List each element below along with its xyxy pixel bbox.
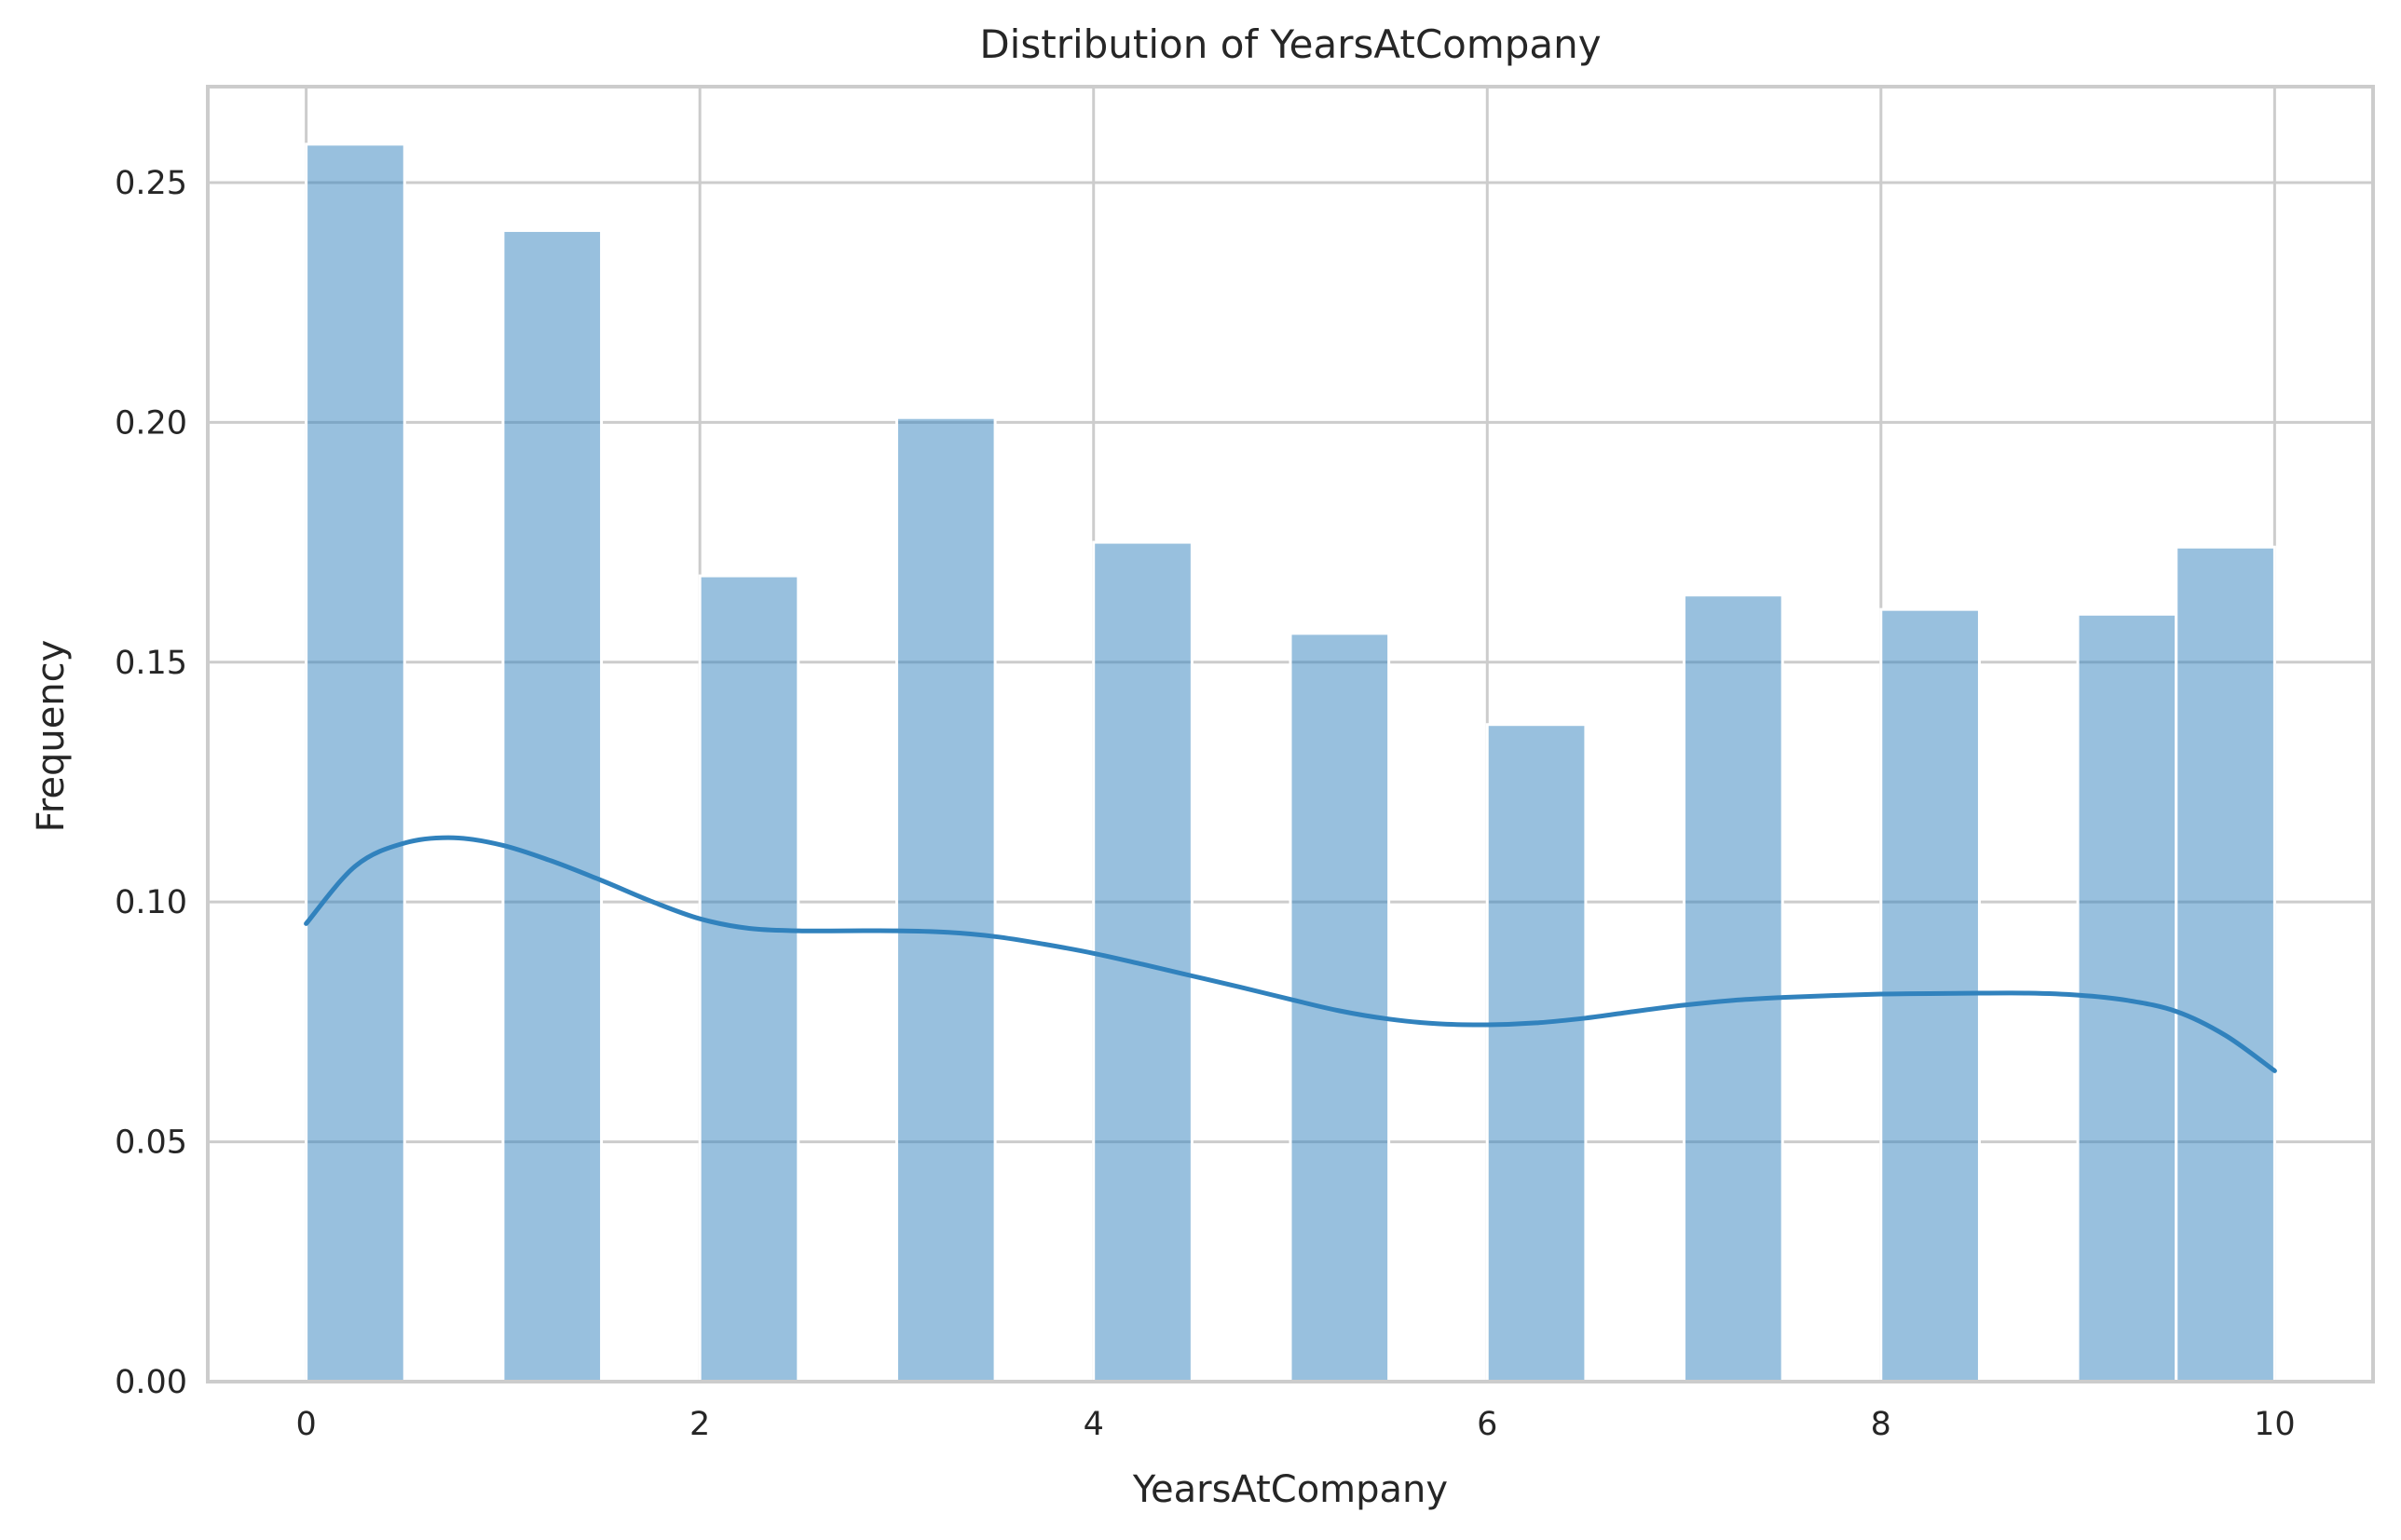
x-tick-label: 10 (2254, 1406, 2296, 1443)
x-tick-label: 0 (295, 1406, 316, 1443)
y-tick-label: 0.20 (115, 404, 187, 442)
x-tick-label: 4 (1084, 1406, 1104, 1443)
x-axis-label: YearsAtCompany (1132, 1468, 1448, 1511)
y-tick-labels: 0.00 0.05 0.10 0.15 0.20 0.25 (115, 165, 187, 1401)
histogram-bar (2175, 545, 2276, 1383)
y-tick-label: 0.10 (115, 884, 187, 921)
histogram-bar (501, 228, 604, 1383)
x-tick-label: 2 (689, 1406, 710, 1443)
histogram-bar (1092, 540, 1194, 1383)
y-tick-label: 0.00 (115, 1364, 187, 1401)
histogram-bar (305, 143, 406, 1383)
chart-title: Distribution of YearsAtCompany (979, 21, 1601, 67)
histogram-bar (1683, 593, 1784, 1383)
histogram-bar (1485, 723, 1588, 1383)
histogram-bar (894, 416, 997, 1383)
y-axis-label: Frequency (30, 640, 73, 833)
plot-frame (206, 85, 2375, 1383)
x-tick-label: 6 (1477, 1406, 1497, 1443)
kde-curve (304, 835, 2277, 1073)
y-tick-label: 0.05 (115, 1124, 187, 1162)
y-tick-label: 0.25 (115, 165, 187, 202)
y-tick-label: 0.15 (115, 645, 187, 682)
histogram-bars (305, 143, 2276, 1383)
x-tick-labels: 0 2 4 6 8 10 (295, 1406, 2295, 1443)
histogram-bar (1289, 632, 1391, 1383)
x-tick-label: 8 (1871, 1406, 1891, 1443)
histogram-bar (698, 574, 800, 1383)
